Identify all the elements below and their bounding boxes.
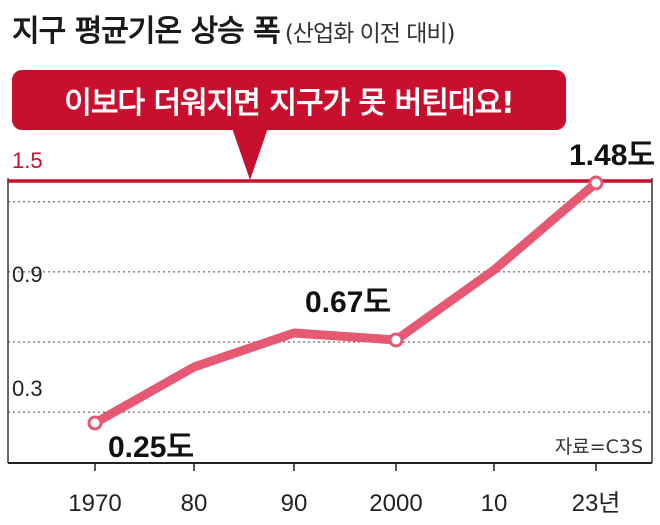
chart-title-block: 지구 평균기온 상승 폭 (산업화 이전 대비) <box>12 6 456 50</box>
x-tick-label: 23년 <box>572 490 621 517</box>
callout-banner: 이보다 더워지면 지구가 못 버틴대요! <box>12 70 566 130</box>
data-label: 0.67도 <box>305 286 391 319</box>
x-tick-label: 90 <box>281 490 308 517</box>
data-label: 0.25도 <box>108 431 194 464</box>
x-tick-label: 2000 <box>369 490 422 517</box>
source-label: 자료=C3S <box>555 436 643 458</box>
y-tick-label: 1.5 <box>12 148 43 173</box>
callout-pointer <box>232 128 268 180</box>
data-point-marker <box>588 175 604 191</box>
series-line <box>90 178 601 428</box>
y-tick-label: 0.9 <box>12 262 43 287</box>
data-label: 1.48도 <box>569 139 655 172</box>
chart-subtitle: (산업화 이전 대비) <box>284 21 456 47</box>
data-point-marker <box>87 415 103 431</box>
x-tick-label: 1970 <box>68 490 121 517</box>
x-tick-label: 80 <box>181 490 208 517</box>
data-point-marker <box>388 332 404 348</box>
chart-title: 지구 평균기온 상승 폭 <box>12 14 281 49</box>
y-tick-label: 0.3 <box>12 376 43 401</box>
x-tick-label: 10 <box>481 490 508 517</box>
